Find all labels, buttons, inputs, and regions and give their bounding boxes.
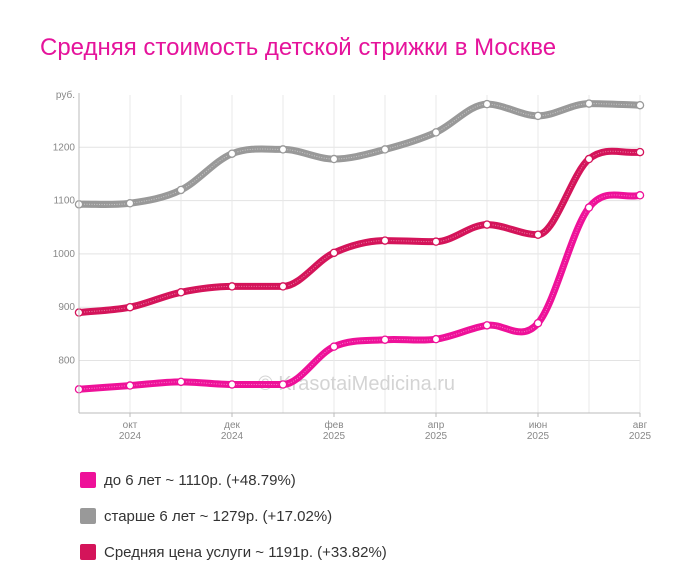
y-tick-label: 1200 xyxy=(53,142,76,153)
series-1-point[interactable] xyxy=(482,220,492,229)
series-1-line-highlight xyxy=(78,150,641,314)
series-1-point[interactable] xyxy=(227,282,237,291)
legend: до 6 лет ~ 1110р. (+48.79%) старше 6 лет… xyxy=(80,462,387,570)
series-1-point[interactable] xyxy=(533,230,543,239)
x-tick-label: апр 2025 xyxy=(425,420,448,442)
x-tick-label: июн 2025 xyxy=(527,420,550,442)
watermark: © KrasotaiMedicina.ru xyxy=(258,373,455,395)
series-0-point[interactable] xyxy=(533,111,543,121)
series-1-point[interactable] xyxy=(431,237,441,246)
legend-label: старше 6 лет ~ 1279р. (+17.02%) xyxy=(104,507,333,525)
series-1-point[interactable] xyxy=(125,302,135,312)
y-tick-label: 1100 xyxy=(53,196,75,207)
series-layer xyxy=(75,100,644,393)
legend-item-under-6[interactable]: до 6 лет ~ 1110р. (+48.79%) xyxy=(80,462,387,498)
series-1-point[interactable] xyxy=(329,248,339,258)
series-0-point[interactable] xyxy=(125,199,135,208)
y-tick-label: 1000 xyxy=(53,249,76,260)
x-tick-label: окт 2024 xyxy=(119,420,142,442)
series-2-point[interactable] xyxy=(431,334,441,344)
series-2-point[interactable] xyxy=(380,335,390,344)
legend-label: Средняя цена услуги ~ 1191р. (+33.82%) xyxy=(104,543,387,561)
legend-swatch xyxy=(80,544,96,560)
series-0-point[interactable] xyxy=(635,100,645,110)
series-2-point[interactable] xyxy=(329,342,339,351)
legend-swatch xyxy=(80,508,96,524)
series-1-point[interactable] xyxy=(278,282,288,291)
series-1-point[interactable] xyxy=(176,288,186,297)
series-0-point[interactable] xyxy=(482,99,492,109)
legend-label: до 6 лет ~ 1110р. (+48.79%) xyxy=(104,471,296,489)
series-2-point[interactable] xyxy=(533,318,543,328)
legend-item-over-6[interactable]: старше 6 лет ~ 1279р. (+17.02%) xyxy=(80,498,387,534)
series-0-point[interactable] xyxy=(176,185,186,195)
x-tick-label: авг 2025 xyxy=(629,420,652,442)
legend-item-average[interactable]: Средняя цена услуги ~ 1191р. (+33.82%) xyxy=(80,534,387,570)
series-2-point[interactable] xyxy=(278,380,288,389)
axis-layer: 800 900 1000 1100 1200 руб. окт 2024 дек 2024 фев 2… xyxy=(53,89,652,442)
points-layer xyxy=(74,99,645,394)
series-0-point[interactable] xyxy=(278,145,288,154)
series-0-point[interactable] xyxy=(227,149,237,158)
series-0-point[interactable] xyxy=(431,128,441,137)
legend-swatch xyxy=(80,472,96,488)
grid-layer xyxy=(78,95,641,413)
series-2-point[interactable] xyxy=(227,380,237,389)
series-0-point[interactable] xyxy=(329,154,339,164)
series-2-point[interactable] xyxy=(125,381,135,390)
series-0-line xyxy=(75,100,644,209)
series-1-point[interactable] xyxy=(380,236,390,245)
x-tick-label: фев 2025 xyxy=(323,419,346,442)
series-2-point[interactable] xyxy=(584,203,594,212)
line-chart: © KrasotaiMedicina.ru 800 900 1000 1100 1200… xyxy=(53,89,652,442)
series-2-point[interactable] xyxy=(482,321,492,330)
series-1-point[interactable] xyxy=(635,147,645,157)
series-2-point[interactable] xyxy=(176,377,186,387)
series-1-point[interactable] xyxy=(584,154,594,164)
y-tick-label: 900 xyxy=(58,302,75,313)
y-unit-label: руб. xyxy=(56,89,75,101)
series-2-point[interactable] xyxy=(635,191,645,200)
chart-title: Средняя стоимость детской стрижки в Моск… xyxy=(40,34,557,61)
series-0-point[interactable] xyxy=(380,145,390,154)
y-tick-label: 800 xyxy=(58,356,75,367)
series-0-point[interactable] xyxy=(584,99,594,108)
x-tick-label: дек 2024 xyxy=(221,420,244,442)
series-2-line-highlight xyxy=(78,194,641,390)
